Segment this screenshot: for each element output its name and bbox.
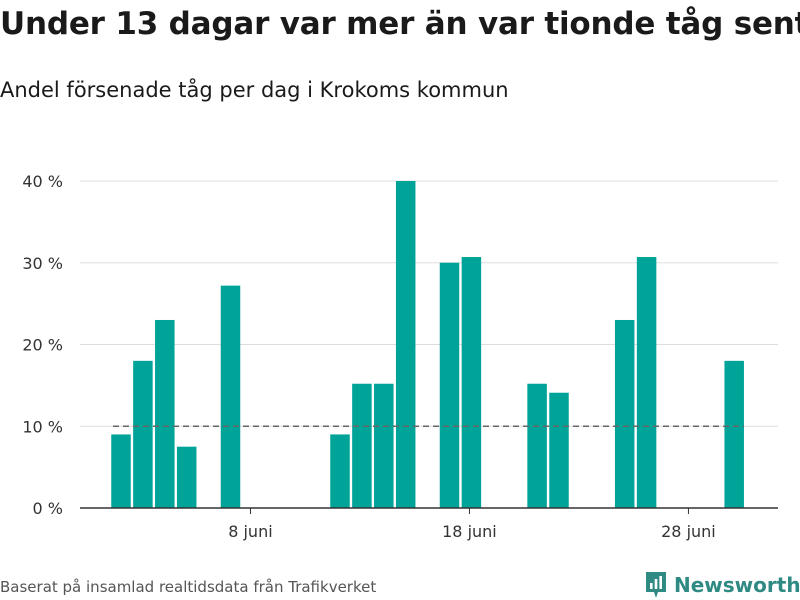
x-tick-label: 18 juni <box>442 522 497 541</box>
x-axis-tick-labels: 8 juni 18 juni 28 juni <box>228 522 716 541</box>
x-tick-label: 28 juni <box>661 522 716 541</box>
bar-day-2 <box>111 434 131 508</box>
chart-title: Under 13 dagar var mer än var tionde tåg… <box>0 6 800 42</box>
bar-day-26 <box>636 257 657 508</box>
bar-day-4 <box>155 319 175 508</box>
bar-day-13 <box>352 383 372 508</box>
bar-day-30 <box>724 360 744 508</box>
bar-day-5 <box>176 446 197 508</box>
bar-day-18 <box>461 257 482 508</box>
gridlines <box>80 180 778 427</box>
bar-day-22 <box>549 392 569 508</box>
y-tick-label: 40 % <box>22 172 63 191</box>
bar-day-3 <box>133 360 153 508</box>
x-tick-label: 8 juni <box>228 522 272 541</box>
y-tick-label: 10 % <box>22 417 63 436</box>
bar-day-7 <box>220 285 241 508</box>
bar-day-25 <box>614 319 635 508</box>
y-tick-label: 20 % <box>22 336 63 355</box>
source-note: Baserat på insamlad realtidsdata från Tr… <box>0 578 377 596</box>
chart-subtitle: Andel försenade tåg per dag i Krokoms ko… <box>0 78 509 102</box>
brand-name: Newsworthy <box>674 573 800 597</box>
y-axis-tick-labels: 0 % 10 % 20 % 30 % 40 % <box>22 172 63 518</box>
bar-day-15 <box>395 181 416 508</box>
bars <box>111 181 744 508</box>
brand-logo: Newsworthy <box>644 570 800 600</box>
newsworthy-logo-icon <box>646 572 666 598</box>
bar-day-21 <box>527 383 547 508</box>
bar-day-12 <box>330 434 350 508</box>
y-tick-label: 30 % <box>22 254 63 273</box>
y-tick-label: 0 % <box>33 499 63 518</box>
x-axis <box>80 507 778 514</box>
bar-day-17 <box>439 262 460 508</box>
bar-day-14 <box>374 383 394 508</box>
